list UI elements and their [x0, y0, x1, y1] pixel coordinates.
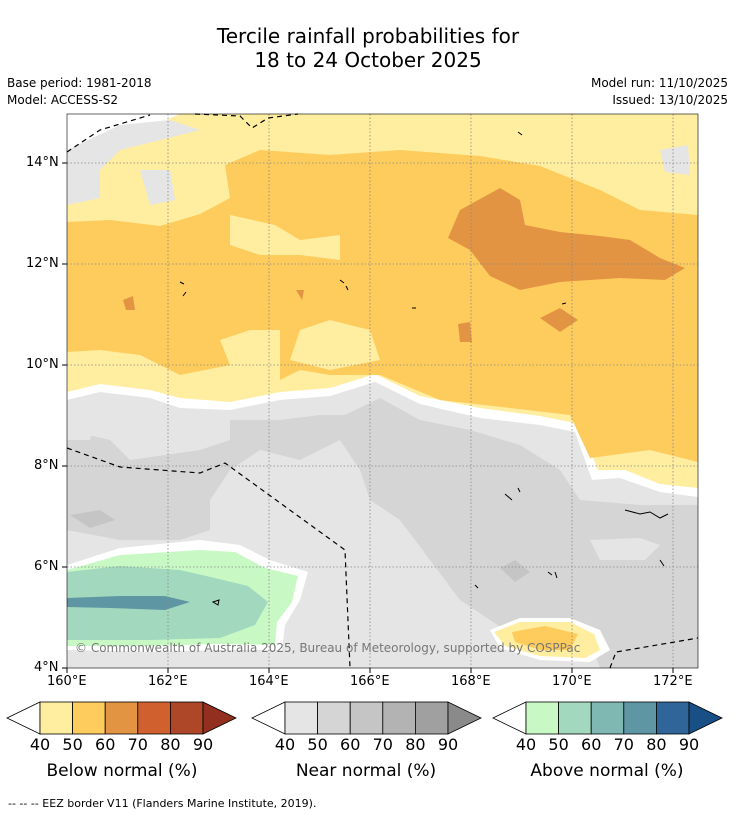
lon-label: 166°E — [350, 674, 390, 689]
near-normal-50-patch-2 — [270, 430, 335, 455]
lat-label: 12°N — [26, 256, 59, 271]
axis-ticks — [62, 162, 674, 673]
below-normal-60-patch-3 — [123, 296, 135, 310]
island-outline — [474, 487, 665, 589]
above-normal-70-region — [67, 596, 190, 610]
below-normal-60-patch-2 — [458, 322, 472, 342]
lat-label: 8°N — [34, 458, 59, 473]
below-normal-40-intrusion-2 — [290, 320, 380, 370]
below-normal-50-region — [67, 150, 698, 462]
island-outline — [517, 131, 523, 136]
colorbar-title-below: Below normal (%) — [46, 761, 198, 781]
lon-label: 164°E — [249, 674, 289, 689]
near-normal-50-region — [67, 398, 698, 668]
eez-borders — [66, 113, 699, 669]
near-normal-patch-ne — [660, 145, 690, 175]
lat-label: 6°N — [34, 559, 59, 574]
below-normal-60-patch — [540, 308, 578, 332]
map-title-line1: Tercile rainfall probabilities for — [216, 24, 520, 48]
island-outline — [179, 279, 567, 309]
eez-border-line — [66, 114, 151, 153]
below-normal-60-region — [448, 188, 685, 290]
lat-label: 4°N — [34, 660, 59, 675]
lon-label: 172°E — [653, 674, 693, 689]
copyright-notice: © Commonwealth of Australia 2025, Bureau… — [75, 641, 581, 655]
below-normal-50-southeast — [512, 626, 578, 650]
base-period: Base period: 1981-2018 — [7, 76, 152, 90]
island-outline — [211, 599, 220, 606]
lat-label: 10°N — [26, 357, 59, 372]
lon-label: 160°E — [47, 674, 87, 689]
islands — [179, 131, 669, 606]
eez-legend-note: -- -- -- EEZ border V11 (Flanders Marine… — [8, 797, 317, 810]
near-normal-patch-2 — [140, 170, 175, 205]
gridlines — [67, 114, 698, 668]
near-normal-40-patch — [590, 538, 660, 560]
eez-border-line — [609, 637, 699, 669]
colorbar-title-near: Near normal (%) — [295, 761, 437, 781]
map-title-line2: 18 to 24 October 2025 — [254, 48, 482, 72]
model-run: Model run: 11/10/2025 — [590, 76, 728, 90]
below-normal-60-patch-4 — [296, 290, 304, 300]
model-name: Model: ACCESS-S2 — [7, 93, 119, 107]
eez-border-line — [194, 113, 299, 129]
map-frame — [66, 113, 699, 669]
lon-label: 168°E — [451, 674, 491, 689]
below-normal-40-intrusion — [230, 215, 340, 260]
island-outline — [624, 509, 669, 519]
eez-border-line — [66, 447, 351, 669]
lon-label: 162°E — [148, 674, 188, 689]
issued-date: Issued: 13/10/2025 — [612, 93, 728, 107]
near-normal-40-patch-2 — [67, 420, 95, 440]
lon-label: 170°E — [552, 674, 592, 689]
near-normal-patch-nw — [67, 120, 200, 205]
lat-label: 14°N — [26, 155, 59, 170]
near-normal-60-patch — [500, 560, 530, 582]
near-normal-60-patch-2 — [70, 510, 115, 528]
colorbar-title-above: Above normal (%) — [530, 761, 684, 781]
probability-regions — [67, 114, 698, 668]
